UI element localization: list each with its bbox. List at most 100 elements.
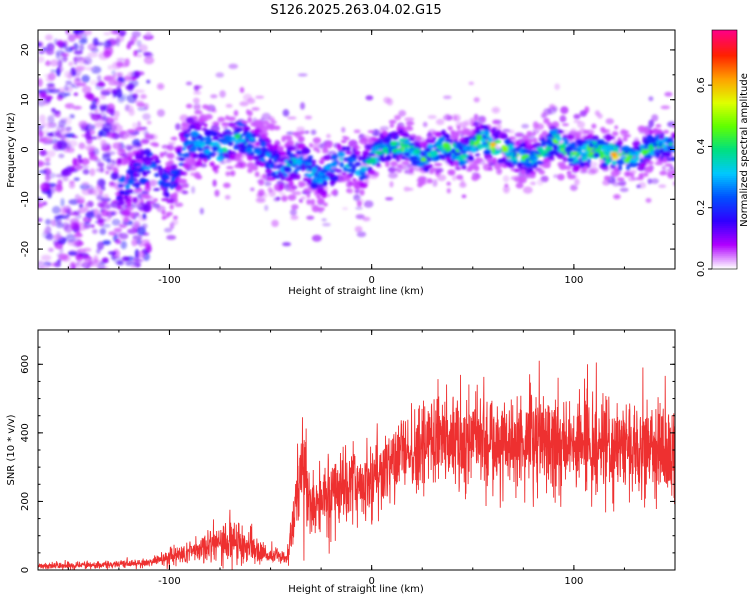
- heatmap-cell: [622, 136, 628, 142]
- heatmap-cell: [434, 131, 442, 138]
- colorbar-segment: [712, 213, 737, 216]
- heatmap-cell: [290, 215, 299, 220]
- heatmap-cell: [522, 186, 533, 194]
- heatmap-cell: [171, 177, 176, 182]
- heatmap-cell: [139, 178, 148, 183]
- heatmap-cell: [223, 152, 228, 158]
- heatmap-cell: [287, 159, 294, 165]
- heatmap-cell: [103, 32, 112, 36]
- heatmap-cell: [210, 94, 218, 99]
- heatmap-cell: [503, 160, 513, 164]
- heatmap-cell: [569, 184, 578, 191]
- heatmap-cell: [282, 242, 291, 247]
- heatmap-cell: [174, 202, 184, 207]
- heatmap-cell: [468, 139, 475, 147]
- heatmap-cell: [384, 160, 390, 168]
- colorbar-segment: [712, 81, 737, 85]
- heatmap-cell: [389, 141, 398, 147]
- heatmap-cell: [388, 166, 398, 173]
- heatmap-cell: [82, 85, 92, 94]
- heatmap-cell: [180, 127, 188, 131]
- heatmap-cell: [131, 239, 138, 247]
- heatmap-cell: [281, 195, 288, 202]
- heatmap-cell: [143, 34, 154, 41]
- heatmap-cell: [90, 113, 102, 121]
- heatmap-cell: [198, 117, 205, 124]
- heatmap-cell: [219, 90, 226, 98]
- heatmap-cell: [427, 115, 437, 120]
- heatmap-cell: [153, 198, 158, 202]
- colorbar-segment: [712, 113, 737, 117]
- heatmap-cell: [605, 134, 612, 142]
- heatmap-cell: [539, 147, 544, 154]
- heatmap-cell: [183, 152, 191, 159]
- heatmap-cell: [444, 139, 454, 143]
- heatmap-cell: [299, 130, 305, 135]
- heatmap-cell: [664, 91, 673, 97]
- heatmap-cell: [90, 65, 102, 74]
- heatmap-cell: [58, 153, 65, 159]
- heatmap-cell: [613, 194, 621, 200]
- heatmap-cell: [106, 151, 116, 156]
- heatmap-cell: [532, 128, 540, 134]
- heatmap-cell: [170, 163, 178, 171]
- heatmap-cell: [71, 135, 79, 139]
- heatmap-cell: [57, 59, 63, 68]
- heatmap-cell: [234, 139, 241, 144]
- heatmap-cell: [504, 183, 509, 188]
- heatmap-cell: [636, 146, 642, 152]
- heatmap-cell: [140, 239, 150, 243]
- heatmap-cell: [185, 157, 193, 165]
- heatmap-cell: [320, 186, 324, 192]
- heatmap-cell: [45, 218, 51, 225]
- heatmap-cell: [311, 205, 320, 213]
- heatmap-cell: [154, 172, 160, 178]
- heatmap-cell: [308, 164, 313, 172]
- heatmap-cell: [73, 92, 79, 96]
- heatmap-cell: [409, 145, 415, 149]
- heatmap-cell: [332, 188, 338, 196]
- heatmap-cell: [73, 56, 78, 66]
- heatmap-cell: [535, 160, 544, 165]
- heatmap-cell: [204, 147, 211, 154]
- heatmap-cell: [377, 157, 385, 162]
- heatmap-cell: [223, 182, 231, 189]
- heatmap-cell: [142, 166, 151, 170]
- colorbar-segment: [712, 185, 737, 188]
- heatmap-cell: [528, 154, 536, 162]
- heatmap-cell: [423, 164, 432, 169]
- colorbar-segment: [712, 145, 737, 149]
- heatmap-cell: [161, 183, 170, 188]
- heatmap-cell: [441, 129, 446, 135]
- heatmap-cell: [422, 121, 428, 128]
- heatmap-cell: [488, 146, 495, 150]
- heatmap-cell: [567, 157, 575, 163]
- heatmap-cell: [298, 136, 305, 143]
- heatmap-cell: [145, 30, 152, 37]
- heatmap-cell: [541, 112, 547, 119]
- heatmap-cell: [495, 140, 502, 144]
- heatmap-cell: [288, 185, 296, 193]
- heatmap-cell: [169, 193, 177, 200]
- heatmap-cell: [117, 157, 122, 165]
- heatmap-cell: [94, 121, 104, 128]
- heatmap-cell: [100, 139, 107, 148]
- heatmap-cell: [149, 142, 159, 146]
- heatmap-cell: [271, 219, 279, 228]
- heatmap-cell: [359, 189, 365, 196]
- heatmap-cell: [408, 142, 416, 147]
- colorbar-segment: [712, 171, 737, 174]
- heatmap-cell: [550, 129, 559, 135]
- heatmap-cell: [146, 79, 151, 84]
- colorbar-segment: [712, 217, 737, 220]
- colorbar-segment: [712, 71, 737, 75]
- heatmap-cell: [259, 151, 267, 158]
- heatmap-cell: [163, 227, 173, 233]
- heatmap-cell: [218, 161, 227, 165]
- heatmap-cell: [169, 204, 174, 210]
- heatmap-cell: [60, 319, 70, 322]
- colorbar-segment: [712, 247, 737, 250]
- heatmap-cell: [181, 190, 189, 195]
